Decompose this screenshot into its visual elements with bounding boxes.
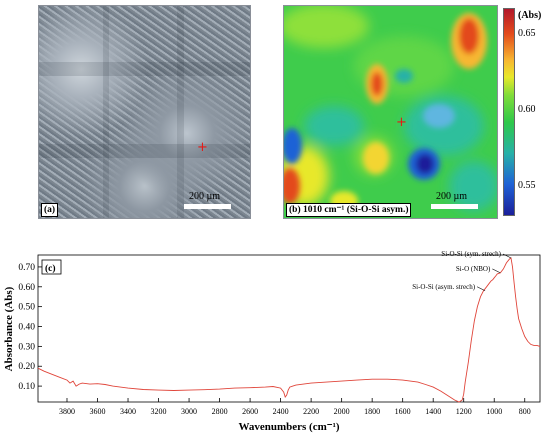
annotations: Si-O-Si (sym. strech) Si-O (NBO) Si-O-Si (… <box>412 250 512 292</box>
x-tick-label: 1000 <box>486 407 502 416</box>
panel-label-c-box <box>41 259 62 275</box>
colorbar <box>503 8 515 216</box>
x-tick-label: 2600 <box>242 407 258 416</box>
scale-bar-b <box>431 204 478 209</box>
annotation-label: Si-O (NBO) <box>456 265 491 273</box>
y-tick-label: 0.50 <box>18 303 35 313</box>
annotation-label: Si-O-Si (asym. strech) <box>412 283 475 291</box>
panel-label-c: (c) <box>45 263 56 274</box>
optical-image-panel: + 200 µm (a) <box>38 5 251 219</box>
colorbar-tick-065: 0.65 <box>518 28 536 39</box>
y-axis-ticks: 0.10 0.20 0.30 0.40 0.50 0.60 0.70 <box>18 263 42 392</box>
x-tick-label: 2800 <box>212 407 228 416</box>
scale-label-b: 200 µm <box>436 191 468 202</box>
x-tick-label: 2200 <box>303 407 319 416</box>
y-axis-label: Absorbance (Abs) <box>3 286 15 371</box>
panel-label-b: (b) 1010 cm⁻¹ (Si-O-Si asym.) <box>286 203 412 217</box>
y-tick-label: 0.30 <box>18 342 35 352</box>
x-tick-label: 800 <box>519 407 531 416</box>
scale-label-a: 200 µm <box>189 191 221 202</box>
plot-frame <box>37 254 541 403</box>
x-tick-label: 3800 <box>59 407 75 416</box>
x-tick-label: 1200 <box>456 407 472 416</box>
x-tick-label: 1600 <box>395 407 411 416</box>
x-tick-label: 1800 <box>364 407 380 416</box>
y-tick-label: 0.10 <box>18 382 35 392</box>
x-tick-label: 2400 <box>273 407 289 416</box>
panel-label-a: (a) <box>41 203 59 217</box>
annotation-arrow <box>502 253 512 259</box>
y-tick-label: 0.70 <box>18 263 35 273</box>
colorbar-tick-060: 0.60 <box>518 104 536 115</box>
y-tick-label: 0.60 <box>18 283 35 293</box>
x-tick-label: 3200 <box>151 407 167 416</box>
x-tick-label: 3400 <box>120 407 136 416</box>
x-axis-label: Wavenumbers (cm⁻¹) <box>238 421 339 433</box>
chemical-map-heatmap <box>284 6 497 218</box>
annotation-arrow <box>476 286 486 292</box>
marker-cross-a: + <box>197 140 208 155</box>
y-tick-label: 0.40 <box>18 323 35 333</box>
colorbar-title: (Abs) <box>518 10 542 21</box>
annotation-label: Si-O-Si (sym. strech) <box>441 250 501 258</box>
y-tick-label: 0.20 <box>18 362 35 372</box>
annotation-arrow <box>492 268 501 274</box>
x-axis-ticks: 3800 3600 3400 3200 3000 2800 2600 2400 2200 2000… <box>59 398 531 416</box>
spectrum-chart: 0.10 0.20 0.30 0.40 0.50 0.60 0.70 3800 3600 340… <box>3 250 541 433</box>
spectrum-line <box>37 257 541 403</box>
chemical-map-panel: + 200 µm (b) 1010 cm⁻¹ (Si-O-Si asym.) <box>283 5 498 219</box>
marker-cross-b: + <box>396 115 407 130</box>
x-tick-label: 2000 <box>334 407 350 416</box>
x-tick-label: 1400 <box>425 407 441 416</box>
x-tick-label: 3600 <box>90 407 106 416</box>
x-tick-label: 3000 <box>181 407 197 416</box>
scale-bar-a <box>184 204 231 209</box>
colorbar-tick-055: 0.55 <box>518 180 536 191</box>
